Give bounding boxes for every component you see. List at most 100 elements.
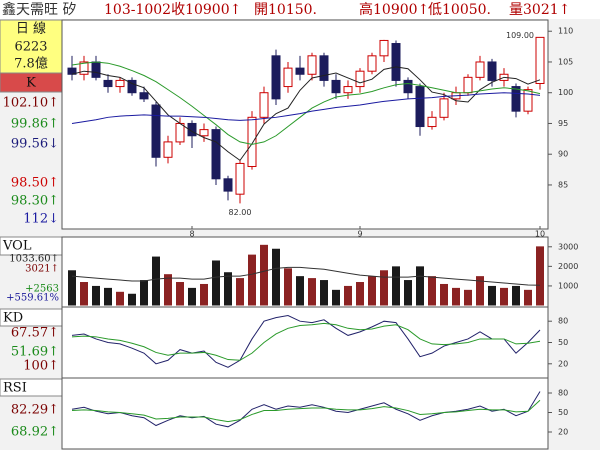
volume-bar [380, 270, 388, 306]
candle-body [79, 61, 89, 75]
header-item: 量3021↑ [509, 2, 570, 18]
line [71, 66, 541, 162]
y-tick-label: 90 [558, 150, 568, 159]
readout: 100↑ [23, 359, 59, 374]
readout: 102.10↑ [3, 96, 59, 111]
volume-bar [284, 268, 292, 306]
volume-bar [128, 293, 136, 306]
volume-bar [164, 274, 172, 306]
volume-bar [524, 289, 532, 306]
candle-body [511, 86, 521, 112]
candle-body [151, 104, 161, 158]
candle-body [463, 76, 473, 94]
volume-bar [392, 266, 400, 306]
readout: 82.29↑ [11, 403, 59, 418]
volume-bar [296, 276, 304, 306]
line [71, 399, 541, 423]
candle-body [283, 67, 293, 88]
amount: 7.8億 [14, 56, 48, 72]
line [71, 266, 541, 286]
panel-frame [61, 377, 549, 450]
readout: +559.61% [6, 293, 59, 304]
volume-bar [428, 276, 436, 306]
volume-bar [176, 282, 184, 306]
volume-bar [332, 289, 340, 306]
candle-body [247, 116, 257, 168]
candle-body [475, 61, 485, 78]
volume-bar [236, 278, 244, 306]
candle-body [535, 36, 545, 84]
high-label: 109.00 [506, 31, 534, 40]
candle-body [355, 70, 365, 88]
readout: 112↓ [23, 212, 59, 227]
volume-bar [416, 266, 424, 306]
y-tick-label: 105 [558, 57, 573, 66]
readout: 67.57↑ [11, 326, 59, 341]
panel-label: RSI [3, 381, 27, 396]
volume-bar [404, 280, 412, 306]
panel-label: KD [3, 311, 23, 326]
candle-body [523, 89, 533, 112]
info-box [0, 19, 63, 74]
volume-bar [188, 287, 196, 306]
y-tick-label: 2000 [558, 262, 578, 271]
candle-body [199, 129, 209, 137]
y-tick-label: 80 [558, 389, 568, 398]
volume-bar [224, 272, 232, 306]
y-tick-label: 80 [558, 317, 568, 326]
volume-bar [464, 289, 472, 306]
y-tick-label: 3000 [558, 242, 578, 251]
panel-frame [61, 19, 549, 230]
candle-body [235, 162, 245, 195]
volume-bar [140, 280, 148, 306]
volume-bar [248, 254, 256, 306]
header-item: 低10050. [428, 2, 491, 18]
x-tick-label: 8 [189, 230, 194, 239]
y-tick-label: 20 [558, 359, 568, 368]
candle-body [103, 79, 113, 88]
candle-body [223, 178, 233, 192]
volume-bar [512, 285, 520, 306]
readout: +2563 [25, 284, 59, 295]
candle-body [367, 55, 377, 72]
line [71, 92, 541, 124]
candle-body [163, 141, 173, 158]
line [71, 322, 541, 361]
volume-bar [308, 278, 316, 306]
candle-body [343, 86, 353, 94]
header-item: 103-1002收10900↑ [104, 2, 241, 18]
line [71, 314, 541, 368]
readout: 99.86↑ [11, 117, 59, 132]
volume-bar [488, 285, 496, 306]
volume-bar [260, 244, 268, 306]
volume-bar [368, 276, 376, 306]
candle-body [427, 116, 437, 128]
volume-bar [452, 287, 460, 306]
candle-body [415, 86, 425, 128]
candle-body [115, 79, 125, 88]
period: 日 線 [16, 21, 46, 37]
low-label: 82.00 [229, 208, 252, 217]
y-tick-label: 85 [558, 180, 568, 189]
candle-body [187, 122, 197, 137]
candle-body [307, 55, 317, 75]
panel-label: VOL [2, 239, 32, 254]
header-item: 高10900↑ [359, 1, 429, 18]
x-tick-label: 9 [357, 230, 362, 239]
candle-body [175, 122, 185, 143]
candle-body [391, 43, 401, 81]
candle-body [211, 129, 221, 180]
volume-bar [500, 287, 508, 306]
y-tick-label: 110 [558, 27, 573, 36]
stock-name: 鑫天需旺 矽 [2, 1, 76, 18]
volume-bar [200, 283, 208, 306]
volume-bar [152, 256, 160, 306]
volume-bar [356, 282, 364, 306]
candle-body [271, 55, 281, 100]
readout: 51.69↑ [11, 345, 59, 360]
volume-bar [344, 285, 352, 306]
y-tick-label: 95 [558, 119, 568, 128]
header-item: 開10150. [254, 2, 317, 18]
header-bar [0, 0, 600, 19]
